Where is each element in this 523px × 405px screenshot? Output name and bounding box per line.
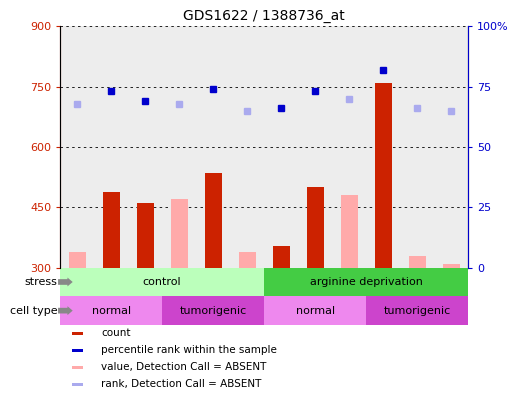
Bar xyxy=(69,252,86,268)
Bar xyxy=(103,192,120,268)
Bar xyxy=(272,245,290,268)
Bar xyxy=(72,349,83,352)
Bar xyxy=(94,26,128,268)
Text: GSM42174: GSM42174 xyxy=(447,268,456,317)
Bar xyxy=(137,203,154,268)
Text: GSM42173: GSM42173 xyxy=(413,268,422,317)
Text: rank, Detection Call = ABSENT: rank, Detection Call = ABSENT xyxy=(101,379,262,389)
Bar xyxy=(162,26,196,268)
Text: GSM42166: GSM42166 xyxy=(345,268,354,317)
Bar xyxy=(162,268,196,296)
Text: GSM42164: GSM42164 xyxy=(277,268,286,317)
Bar xyxy=(374,83,392,268)
Bar xyxy=(442,264,460,268)
Bar xyxy=(264,268,298,296)
Bar xyxy=(408,256,426,268)
Text: GSM42163: GSM42163 xyxy=(141,268,150,317)
Bar xyxy=(298,268,332,296)
Text: normal: normal xyxy=(295,306,335,315)
Bar xyxy=(230,268,264,296)
Bar xyxy=(366,268,400,296)
Bar xyxy=(230,26,264,268)
Bar xyxy=(434,268,468,296)
Bar xyxy=(340,195,358,268)
Text: arginine deprivation: arginine deprivation xyxy=(310,277,423,287)
Bar xyxy=(366,296,468,325)
Bar xyxy=(94,268,128,296)
Bar xyxy=(264,26,298,268)
Bar xyxy=(400,268,434,296)
Bar xyxy=(264,268,468,296)
Bar xyxy=(400,26,434,268)
Bar xyxy=(72,332,83,335)
Text: count: count xyxy=(101,328,130,339)
Bar xyxy=(196,26,230,268)
Bar xyxy=(60,268,264,296)
Bar xyxy=(238,252,256,268)
Text: normal: normal xyxy=(92,306,131,315)
Text: GSM42171: GSM42171 xyxy=(379,268,388,317)
Bar xyxy=(60,296,162,325)
Bar xyxy=(298,26,332,268)
Bar xyxy=(332,26,366,268)
Text: cell type: cell type xyxy=(10,306,58,315)
Text: percentile rank within the sample: percentile rank within the sample xyxy=(101,345,277,356)
Text: GSM42167: GSM42167 xyxy=(175,268,184,317)
Text: GSM42168: GSM42168 xyxy=(209,268,218,317)
Text: GSM42162: GSM42162 xyxy=(107,268,116,317)
Bar xyxy=(306,187,324,268)
Bar xyxy=(332,268,366,296)
Bar xyxy=(72,366,83,369)
Bar xyxy=(170,199,188,268)
Bar xyxy=(196,268,230,296)
Bar xyxy=(204,173,222,268)
Bar xyxy=(60,26,94,268)
Title: GDS1622 / 1388736_at: GDS1622 / 1388736_at xyxy=(183,9,345,23)
Text: stress: stress xyxy=(25,277,58,287)
Bar xyxy=(162,296,264,325)
Text: GSM42165: GSM42165 xyxy=(311,268,320,317)
Text: value, Detection Call = ABSENT: value, Detection Call = ABSENT xyxy=(101,362,266,372)
Text: GSM42169: GSM42169 xyxy=(243,268,252,317)
Text: tumorigenic: tumorigenic xyxy=(383,306,451,315)
Text: tumorigenic: tumorigenic xyxy=(179,306,247,315)
Bar xyxy=(128,268,162,296)
Text: control: control xyxy=(143,277,181,287)
Bar xyxy=(128,26,162,268)
Bar xyxy=(60,268,94,296)
Bar xyxy=(366,26,400,268)
Bar xyxy=(434,26,468,268)
Bar xyxy=(72,383,83,386)
Bar xyxy=(264,296,366,325)
Text: GSM42161: GSM42161 xyxy=(73,268,82,317)
